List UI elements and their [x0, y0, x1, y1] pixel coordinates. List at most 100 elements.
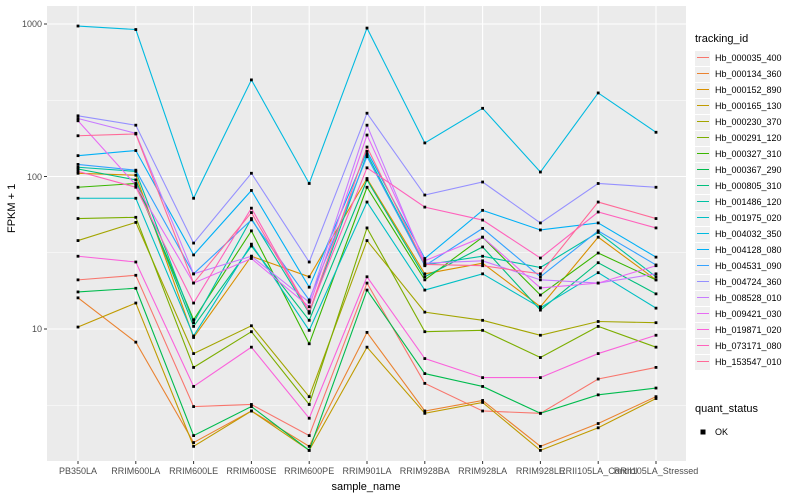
legend-entry-Hb_008528_010: Hb_008528_010 [695, 290, 782, 306]
data-point [596, 182, 600, 185]
data-point [654, 255, 658, 259]
legend-entry-Hb_000805_310: Hb_000805_310 [695, 178, 782, 194]
legend-key-line-icon [695, 162, 710, 178]
data-point [365, 226, 369, 230]
data-point [250, 345, 253, 349]
data-point [134, 132, 138, 136]
data-point [365, 155, 369, 159]
legend-entry-Hb_019871_020: Hb_019871_020 [695, 322, 782, 338]
legend-entry-Hb_000291_120: Hb_000291_120 [695, 130, 782, 146]
data-point [76, 167, 80, 171]
data-point [596, 352, 600, 355]
data-point [250, 409, 253, 413]
legend-key-line-icon [695, 130, 710, 146]
data-point [76, 24, 80, 28]
x-tick-label: RRIM600LE [169, 466, 219, 476]
data-point [76, 325, 80, 329]
data-point [481, 376, 484, 380]
data-point [307, 444, 311, 448]
legend-entry-Hb_000152_890: Hb_000152_890 [695, 82, 782, 98]
data-point [134, 260, 138, 264]
data-point [654, 185, 658, 189]
legend-entry-label: Hb_000367_290 [715, 165, 782, 175]
data-point [250, 78, 253, 82]
x-tick-label: RRIM600LA [111, 466, 161, 476]
data-point [481, 259, 484, 263]
legend-entry-label: Hb_073171_080 [715, 341, 782, 351]
data-point [423, 259, 427, 263]
data-point [481, 318, 484, 322]
y-axis-title: FPKM + 1 [6, 183, 18, 233]
data-point [365, 133, 369, 137]
data-point [76, 254, 80, 258]
data-point [192, 385, 195, 388]
data-point [134, 196, 138, 200]
data-point [423, 278, 427, 282]
data-point [423, 409, 427, 413]
data-point [76, 196, 80, 200]
data-point [654, 306, 658, 310]
data-point [423, 372, 427, 375]
data-point [250, 229, 253, 233]
data-point [307, 275, 311, 279]
data-point [76, 165, 80, 169]
data-point [423, 288, 427, 292]
data-point [250, 405, 253, 408]
y-tick-label: 100 [26, 171, 42, 182]
data-point [654, 226, 658, 230]
data-point [365, 330, 369, 334]
data-point [250, 254, 253, 258]
data-point [596, 281, 600, 285]
data-point [481, 245, 484, 249]
data-point [250, 218, 253, 222]
legend-entry-label: Hb_000165_130 [715, 101, 782, 111]
data-point [307, 298, 311, 302]
data-point [365, 123, 369, 127]
legend-entry-label: Hb_008528_010 [715, 293, 782, 303]
data-point [76, 171, 80, 175]
data-point [192, 321, 195, 325]
data-point [134, 168, 138, 172]
data-point [134, 185, 138, 189]
data-point [307, 395, 311, 399]
x-tick-label: RRIM600SE [226, 466, 277, 476]
data-point [250, 330, 253, 334]
legend-key-line-icon [695, 306, 710, 322]
data-point [134, 301, 138, 305]
data-point [539, 308, 542, 312]
legend-color-title: tracking_id [695, 33, 749, 45]
data-point [134, 221, 138, 224]
data-point [654, 333, 658, 337]
data-point [365, 345, 369, 349]
legend-entry-label: Hb_000134_360 [715, 69, 782, 79]
legend-key-square-icon [695, 424, 710, 440]
legend-key-line-icon [695, 338, 710, 354]
data-point [192, 334, 195, 338]
data-point [539, 266, 542, 269]
data-point [539, 228, 542, 232]
legend-key-line-icon [695, 258, 710, 274]
legend-key-line-icon [695, 210, 710, 226]
data-point [307, 328, 311, 332]
data-point [192, 366, 195, 369]
data-point [539, 170, 542, 174]
data-point [250, 189, 253, 192]
legend-entry-label: Hb_000230_370 [715, 117, 782, 127]
legend-entry-label: Hb_004032_350 [715, 229, 782, 239]
data-point [423, 310, 427, 314]
data-point [76, 114, 80, 118]
data-point [192, 405, 195, 408]
legend-entry-Hb_009421_030: Hb_009421_030 [695, 306, 782, 322]
data-point [654, 278, 658, 282]
data-point [596, 235, 600, 239]
data-point [250, 257, 253, 260]
legend-key-line-icon [695, 66, 710, 82]
legend-key-line-icon [695, 178, 710, 194]
legend-entry-Hb_001486_120: Hb_001486_120 [695, 194, 782, 210]
data-point [481, 272, 484, 276]
data-point [654, 366, 658, 369]
data-point [365, 185, 369, 189]
data-point [76, 154, 80, 158]
data-point [192, 253, 195, 257]
